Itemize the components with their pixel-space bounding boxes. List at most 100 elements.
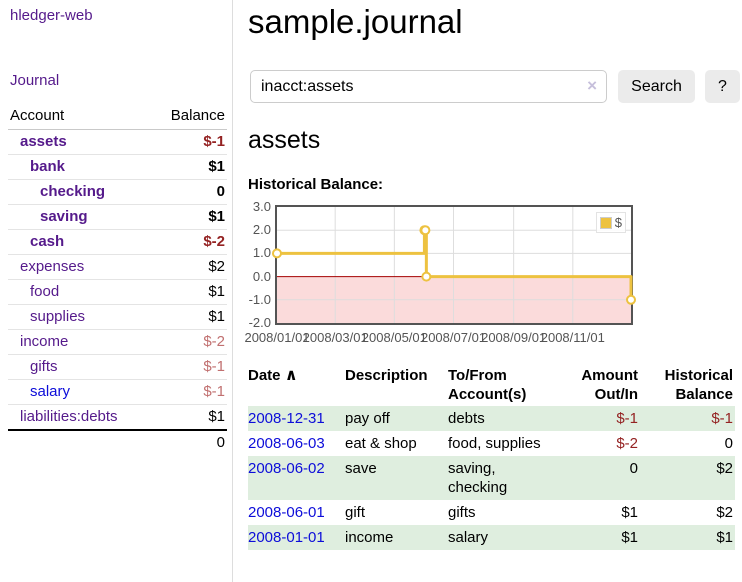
x-tick-label: 2008/11/01 [540,330,605,345]
chart-series-svg [272,207,636,323]
transaction-balance: 0 [724,435,733,452]
account-row: cash $-2 [8,229,227,255]
search-input[interactable] [250,70,607,103]
accounts-table: Account Balance assets $-1 bank $1 checking 0… [8,104,227,455]
register-row: 2008-06-03 eat & shop food, supplies $-2 0 [248,431,735,456]
account-balance: $1 [151,404,227,430]
account-link[interactable]: gifts [30,358,58,375]
sidebar-item-journal[interactable]: Journal [10,72,60,89]
register-row: 2008-06-02 save saving, checking 0 $2 [248,456,735,500]
transaction-amount: $-1 [556,406,640,431]
transaction-amount: $1 [556,525,640,550]
transaction-accounts: saving, checking [448,456,556,500]
account-link[interactable]: food [30,283,60,300]
x-tick-label: 2008/03/01 [302,330,368,345]
transaction-accounts: salary [448,525,556,550]
legend-swatch [599,216,612,229]
account-balance: $-1 [151,379,227,405]
chart-y-axis-labels: 3.0 2.0 1.0 0.0 -1.0 -2.0 [243,200,271,329]
x-tick-label: 2008/01/01 [244,330,310,345]
accounts-total-spacer [8,429,152,455]
chart-legend: $ [595,212,626,233]
chart-title: Historical Balance: [248,176,384,193]
account-link[interactable]: supplies [30,308,86,325]
x-tick-label: 2008/09/01 [481,330,547,345]
account-link[interactable]: checking [40,183,106,200]
register-col-balance: Historical Balance [664,367,733,403]
y-tick-label: 3.0 [252,199,271,214]
chart-x-axis-labels: 2008/01/01 2008/03/01 2008/05/01 2008/07/01… [244,330,631,345]
register-col-amount: Amount Out/In [581,367,638,403]
register-table: Date ∧ Description To/From Account(s) Am… [248,364,735,550]
help-button[interactable]: ? [705,70,740,103]
x-tick-label: 2008/07/01 [420,330,487,345]
transaction-date-link[interactable]: 2008-12-31 [248,410,325,427]
accounts-header-row: Account Balance [8,104,227,130]
account-link[interactable]: bank [30,158,66,175]
account-row: supplies $1 [8,304,227,330]
account-row: income $-2 [8,329,227,355]
account-balance: $2 [151,254,227,280]
account-link[interactable]: income [20,333,69,350]
account-name-cell: food [8,279,152,305]
account-balance: $-1 [203,133,225,150]
account-name-cell: gifts [8,354,152,380]
account-link[interactable]: cash [30,233,65,250]
account-balance: $1 [151,304,227,330]
account-link[interactable]: saving [40,208,88,225]
app-title-link[interactable]: hledger-web [10,7,93,24]
register-date-cell: 2008-06-03 [248,431,345,456]
account-balance: $-1 [151,354,227,380]
account-link[interactable]: salary [30,383,71,400]
y-tick-label: -1.0 [248,291,271,307]
transaction-accounts: debts [448,406,556,431]
register-date-cell: 2008-06-02 [248,456,345,500]
account-name-cell: saving [8,204,152,230]
account-name-cell: salary [8,379,152,405]
transaction-date-link[interactable]: 2008-06-02 [248,460,325,477]
account-name-cell: bank [8,154,152,180]
account-link[interactable]: assets [20,133,67,150]
transaction-accounts: food, supplies [448,435,541,452]
transaction-description: gift [345,504,366,521]
transaction-balance: $1 [640,525,735,550]
clear-search-icon[interactable]: × [587,76,597,95]
account-row: salary $-1 [8,379,227,405]
account-row: food $1 [8,279,227,305]
transaction-description: pay off [345,406,448,431]
register-col-description: Description [345,367,428,384]
account-row: assets $-1 [8,130,227,155]
register-col-date[interactable]: Date ∧ [248,367,298,384]
historical-balance-chart: 3.0 2.0 1.0 0.0 -1.0 -2.0 $ 2008/01/01 2008/03… [243,200,643,347]
account-heading: assets [248,126,321,154]
transaction-description: eat & shop [345,435,417,452]
transaction-date-link[interactable]: 2008-01-01 [248,529,325,546]
search-button[interactable]: Search [618,70,695,103]
transaction-amount: $1 [621,504,638,521]
accounts-total-row: 0 [8,429,227,455]
transaction-description: income [345,525,448,550]
register-col-accounts: To/From Account(s) [448,367,527,403]
search-box: × [250,70,607,103]
y-tick-label: 2.0 [252,222,271,238]
account-link[interactable]: liabilities:debts [20,408,118,425]
register-row: 2008-06-01 gift gifts $1 $2 [248,500,735,525]
x-tick-label: 2008/05/01 [361,330,427,345]
account-balance: $1 [151,154,227,180]
account-name-cell: checking [8,179,152,205]
transaction-date-link[interactable]: 2008-06-03 [248,435,325,452]
transaction-date-link[interactable]: 2008-06-01 [248,504,325,521]
account-name-cell: income [8,329,152,355]
register-date-cell: 2008-01-01 [248,525,345,550]
account-name-cell: liabilities:debts [8,404,152,430]
account-name-cell: assets [8,130,152,155]
register-row: 2008-01-01 income salary $1 $1 [248,525,735,550]
account-row: gifts $-1 [8,354,227,380]
account-balance: $1 [151,279,227,305]
register-date-cell: 2008-12-31 [248,406,345,431]
account-row: saving $1 [8,204,227,230]
account-link[interactable]: expenses [20,258,85,275]
y-tick-label: 0.0 [252,268,271,284]
account-row: liabilities:debts $1 [8,404,227,430]
transaction-amount: $-2 [616,435,638,452]
